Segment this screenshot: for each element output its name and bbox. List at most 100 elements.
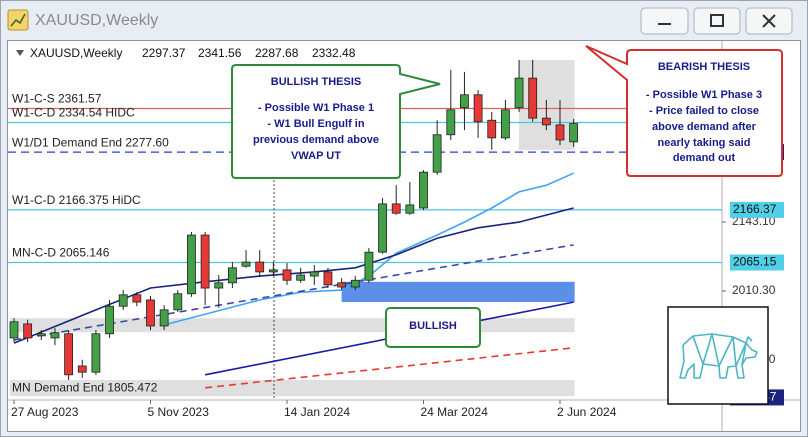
level-label: MN-C-D 2065.146 — [12, 246, 110, 260]
bearish-callout: BEARISH THESIS - Possible W1 Phase 3 - P… — [585, 45, 783, 177]
candles — [9, 59, 579, 380]
bear-logo — [667, 306, 769, 405]
header-high: 2341.56 — [198, 46, 242, 60]
candle-body — [214, 282, 224, 289]
logo-facets — [692, 333, 747, 367]
window-icon-glyph — [10, 13, 26, 27]
logo-bear — [679, 333, 758, 379]
candle-body — [118, 294, 128, 307]
candle-body — [555, 124, 565, 141]
price-label-box — [730, 201, 784, 218]
overlay-line — [13, 244, 574, 341]
callout-line: - Price failed to close — [649, 105, 759, 117]
level-label: W1-C-D 2334.54 HIDC — [12, 106, 135, 120]
candle-body — [23, 323, 33, 339]
callout-box — [585, 45, 783, 177]
window-title: XAUUSD,Weekly — [35, 12, 158, 29]
candle-body — [378, 203, 387, 253]
close-icon — [762, 14, 776, 28]
price-zone — [10, 318, 575, 333]
minimize-button[interactable] — [640, 7, 689, 35]
y-tick-label: 2010.30 — [732, 283, 776, 297]
overlays — [13, 172, 574, 389]
level-label: W1/D1 Demand End 2277.60 — [12, 135, 169, 149]
bullish-label: BULLISH — [385, 307, 481, 348]
candle-body — [350, 279, 360, 288]
candle-body — [473, 94, 483, 123]
maximize-icon — [710, 14, 724, 27]
candle-body — [460, 94, 469, 109]
price-label: 2166.37 — [733, 202, 777, 216]
chart-header: XAUUSD,Weekly 2297.37 2341.56 2287.68 23… — [16, 46, 356, 60]
candle-body — [187, 234, 196, 295]
candle-body — [500, 109, 510, 139]
candle-body — [64, 333, 73, 376]
callout-box — [231, 64, 441, 179]
candle-body — [91, 333, 101, 373]
header-open: 2297.37 — [142, 46, 186, 60]
price-zone — [341, 281, 575, 303]
header-icon — [16, 50, 24, 56]
x-tick-label: 27 Aug 2023 — [11, 405, 79, 419]
candle-body — [514, 77, 524, 109]
price-label-box — [730, 254, 784, 271]
candle-body — [528, 77, 538, 119]
candle-body — [200, 234, 210, 289]
candle-body — [159, 309, 169, 327]
candle-body — [432, 134, 442, 173]
callout-line: above demand after — [652, 121, 757, 133]
x-tick-label: 5 Nov 2023 — [148, 405, 210, 419]
callout-box — [385, 307, 481, 348]
title-bar: XAUUSD,Weekly — [7, 7, 793, 35]
candle-body — [146, 299, 155, 327]
candle-body — [227, 267, 237, 284]
header-symbol: XAUUSD,Weekly — [30, 46, 122, 60]
bullish-callout: BULLISH THESIS - Possible W1 Phase 1 - W… — [231, 64, 441, 179]
callout-line: - Possible W1 Phase 3 — [646, 89, 762, 101]
candle-body — [77, 365, 87, 373]
callout-title: BULLISH — [409, 320, 457, 332]
callout-line: - W1 Bull Engulf in — [267, 118, 364, 130]
callout-line: previous demand above — [253, 134, 379, 146]
price-zone — [10, 379, 575, 397]
candle-body — [296, 274, 306, 281]
candle-body — [50, 332, 60, 339]
overlay-line — [163, 172, 574, 326]
candle-body — [255, 261, 265, 273]
header-close: 2332.48 — [312, 46, 356, 60]
candle-body — [569, 123, 579, 143]
level-label: MN Demand End 1805.472 — [12, 381, 158, 395]
overlay-line — [205, 347, 574, 389]
logo-ear — [745, 336, 753, 344]
logo-box — [667, 306, 769, 405]
candle-body — [282, 269, 292, 281]
candle-body — [36, 333, 46, 337]
candle-body — [391, 203, 401, 214]
candle-body — [541, 117, 551, 126]
candle-body — [323, 271, 333, 286]
x-tick-label: 14 Jan 2024 — [284, 405, 350, 419]
candle-body — [419, 171, 428, 209]
candle-body — [241, 261, 251, 267]
candle-body — [268, 269, 278, 273]
overlay-line — [13, 207, 574, 344]
candle-body — [405, 204, 415, 214]
price-label: 2065.15 — [733, 255, 777, 269]
candle-body — [309, 271, 319, 277]
maximize-button[interactable] — [693, 7, 741, 35]
x-tick-label: 2 Jun 2024 — [557, 405, 617, 419]
candle-body — [173, 293, 183, 311]
candle-body — [9, 321, 19, 339]
callout-title: BULLISH THESIS — [271, 76, 361, 88]
candle-body — [132, 294, 142, 303]
callout-line: VWAP UT — [291, 150, 341, 162]
callout-line: - Possible W1 Phase 1 — [258, 102, 374, 114]
callout-line: nearly taking said — [658, 137, 751, 149]
callout-line: demand out — [673, 152, 736, 164]
candle-body — [487, 119, 497, 139]
candle-body — [446, 109, 456, 136]
candle-body — [364, 251, 374, 281]
candle-body — [337, 282, 347, 288]
